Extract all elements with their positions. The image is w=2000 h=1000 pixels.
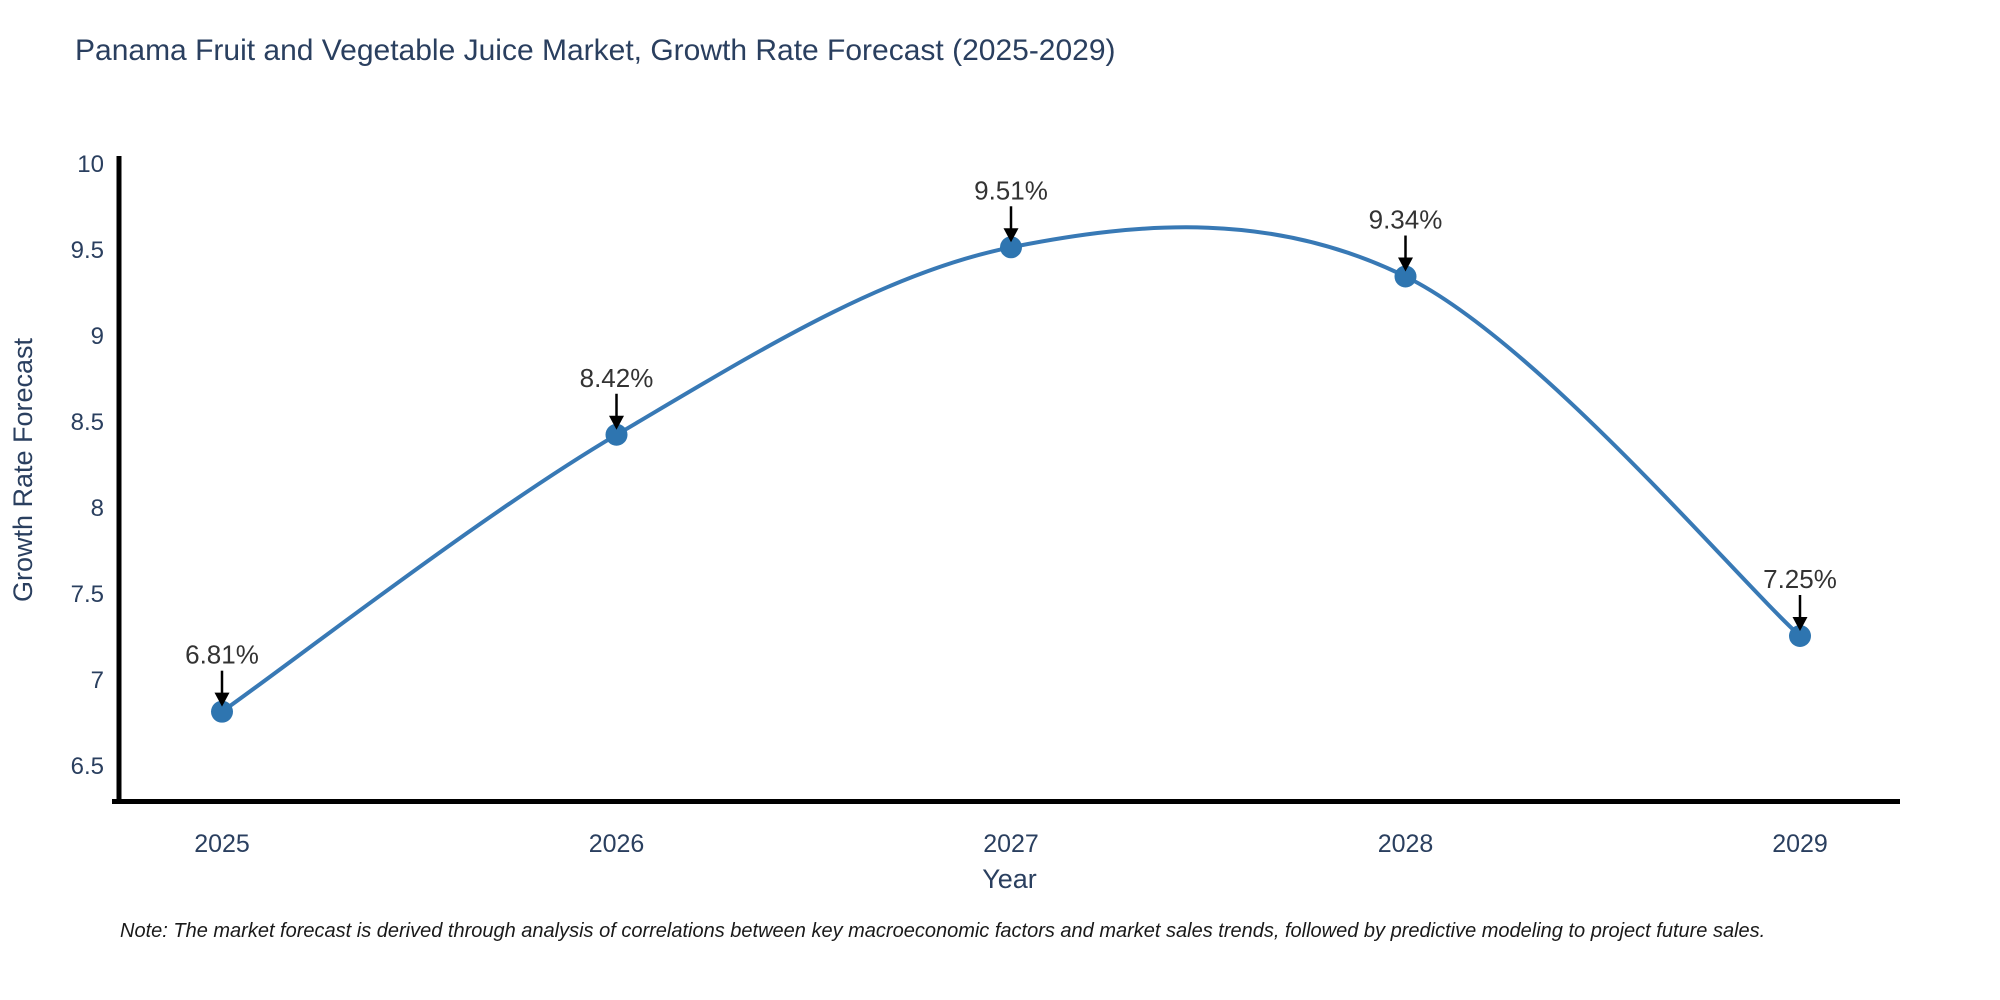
y-tick-label: 6.5 (71, 753, 104, 780)
x-tick-label: 2026 (589, 830, 645, 858)
data-point-marker-2026[interactable] (605, 423, 628, 446)
point-value-label: 7.25% (1763, 564, 1837, 594)
data-point-marker-2027[interactable] (1000, 236, 1022, 259)
y-tick-label: 8 (91, 495, 104, 522)
x-tick-label: 2027 (983, 830, 1039, 858)
y-tick-label: 10 (77, 151, 104, 178)
point-value-label: 8.42% (580, 363, 654, 393)
annotation-arrowhead-icon (1003, 228, 1019, 243)
point-value-label: 6.81% (185, 640, 259, 670)
x-tick-label: 2028 (1378, 830, 1434, 858)
y-tick-label: 9 (91, 323, 104, 350)
point-value-label: 9.34% (1369, 205, 1443, 235)
annotation-arrowhead-icon (609, 415, 624, 430)
data-point-marker-2029[interactable] (1789, 625, 1811, 647)
growth-rate-curve (220, 225, 1802, 714)
chart-title: Panama Fruit and Vegetable Juice Market,… (75, 34, 1116, 67)
data-point-marker-2028[interactable] (1394, 265, 1417, 288)
footnote: Note: The market forecast is derived thr… (120, 920, 1766, 942)
annotation-arrowhead-icon (1398, 257, 1413, 272)
y-tick-label: 9.5 (71, 237, 104, 264)
annotation-arrowhead-icon (214, 692, 230, 707)
x-tick-label: 2025 (194, 830, 250, 858)
annotation-arrowhead-icon (1792, 617, 1808, 631)
y-axis-title: Growth Rate Forecast (8, 337, 38, 602)
x-tick-label: 2029 (1772, 830, 1828, 858)
y-tick-label: 7.5 (71, 581, 104, 608)
data-point-marker-2025[interactable] (211, 700, 233, 723)
x-axis-title: Year (982, 864, 1037, 894)
y-tick-label: 8.5 (71, 409, 104, 436)
y-tick-label: 7 (91, 667, 104, 694)
point-value-label: 9.51% (974, 175, 1048, 205)
